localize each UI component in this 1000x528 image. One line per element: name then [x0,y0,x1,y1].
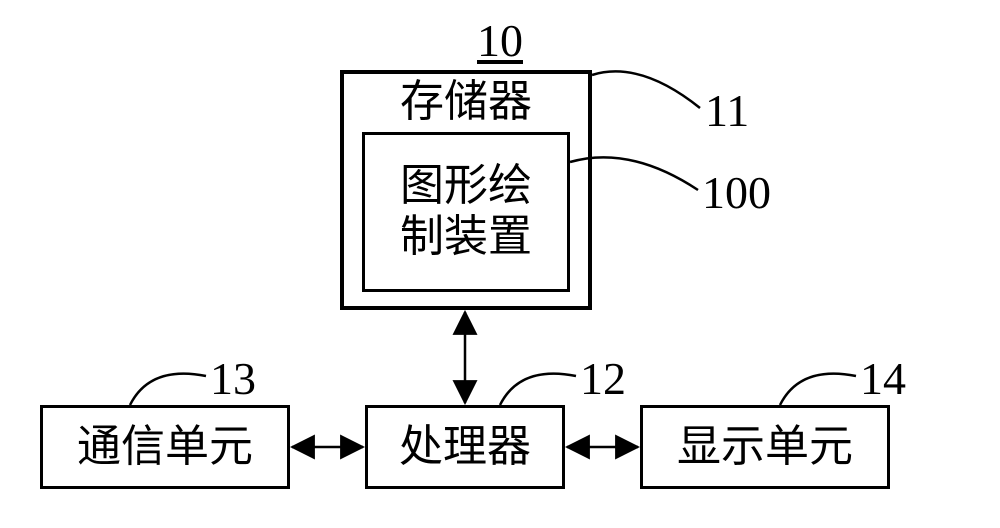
diagram-stage: 10 存储器 图形绘 制装置 通信单元 处理器 显示单元 11 100 13 1… [0,0,1000,528]
connectors-svg [0,0,1000,528]
leader-12 [500,374,576,405]
leader-14 [780,374,856,405]
leader-100 [570,157,698,190]
leader-11 [592,71,700,108]
leader-13 [130,374,206,405]
